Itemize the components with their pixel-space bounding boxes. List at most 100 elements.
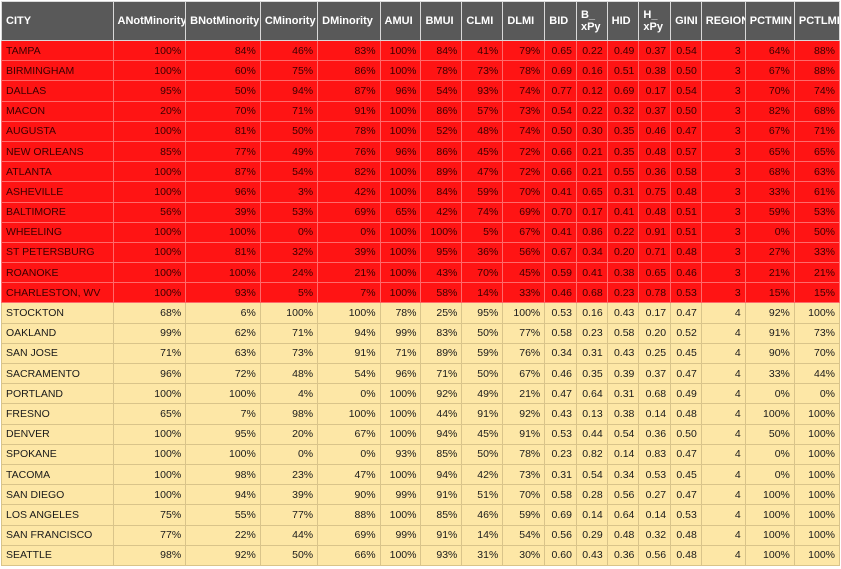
value-cell: 21% xyxy=(317,262,381,284)
value-cell: 0.57 xyxy=(670,140,702,163)
value-cell: 0.32 xyxy=(638,524,672,546)
value-cell: 48% xyxy=(461,120,504,142)
value-cell: 0.69 xyxy=(606,80,640,102)
value-cell: 0.27 xyxy=(638,484,672,506)
column-header: GINI xyxy=(670,1,702,41)
value-cell: 4 xyxy=(700,443,746,465)
value-cell: 0.41 xyxy=(544,221,577,243)
value-cell: 0.71 xyxy=(638,241,672,264)
value-cell: 4 xyxy=(700,383,746,405)
value-cell: 50% xyxy=(185,80,261,102)
value-cell: 0.52 xyxy=(670,322,702,344)
value-cell: 0.70 xyxy=(544,201,577,223)
value-cell: 0% xyxy=(259,443,319,465)
value-cell: 77% xyxy=(502,322,546,344)
value-cell: 0.21 xyxy=(575,140,608,163)
value-cell: 39% xyxy=(317,241,381,264)
value-cell: 0.35 xyxy=(606,120,640,142)
value-cell: 70% xyxy=(461,262,504,284)
value-cell: 0.47 xyxy=(544,383,577,405)
value-cell: 90% xyxy=(744,342,795,365)
value-cell: 53% xyxy=(259,201,319,223)
value-cell: 91% xyxy=(317,342,381,365)
value-cell: 0.46 xyxy=(670,262,702,284)
value-cell: 55% xyxy=(185,504,261,526)
value-cell: 92% xyxy=(744,302,795,324)
value-cell: 100% xyxy=(185,383,261,405)
value-cell: 23% xyxy=(259,463,319,486)
value-cell: 74% xyxy=(793,80,841,102)
value-cell: 14% xyxy=(461,524,504,546)
value-cell: 62% xyxy=(185,322,261,344)
value-cell: 100% xyxy=(502,302,546,324)
value-cell: 68% xyxy=(744,161,795,183)
column-header: REGION xyxy=(700,1,746,41)
value-cell: 3 xyxy=(700,221,746,243)
city-cell: CHARLESTON, WV xyxy=(1,282,114,304)
value-cell: 60% xyxy=(185,60,261,82)
value-cell: 0.68 xyxy=(638,383,672,405)
value-cell: 54% xyxy=(420,80,463,102)
value-cell: 50% xyxy=(461,322,504,344)
value-cell: 100% xyxy=(112,282,187,304)
table-row: DALLAS 95% 50% 94% 87% 96% 54% 93% 74% 0.77 0.12 0.… xyxy=(1,80,841,102)
value-cell: 75% xyxy=(112,504,187,526)
value-cell: 0.69 xyxy=(544,504,577,526)
value-cell: 56% xyxy=(112,201,187,223)
value-cell: 0.65 xyxy=(575,181,608,203)
city-cell: BALTIMORE xyxy=(1,201,114,223)
city-cell: FRESNO xyxy=(1,403,114,425)
value-cell: 0.20 xyxy=(638,322,672,344)
city-cell: PORTLAND xyxy=(1,383,114,405)
value-cell: 74% xyxy=(502,120,546,142)
value-cell: 0.51 xyxy=(670,201,702,223)
value-cell: 100% xyxy=(112,39,187,62)
value-cell: 43% xyxy=(420,262,463,284)
value-cell: 0.20 xyxy=(606,241,640,264)
table-row: TAMPA 100% 84% 46% 83% 100% 84% 41% 79% 0.65 0.22 0… xyxy=(1,39,841,62)
city-cell: ROANOKE xyxy=(1,262,114,284)
value-cell: 0.58 xyxy=(670,161,702,183)
value-cell: 57% xyxy=(461,100,504,122)
value-cell: 93% xyxy=(379,443,422,465)
value-cell: 77% xyxy=(185,140,261,163)
value-cell: 0.43 xyxy=(544,403,577,425)
value-cell: 0.36 xyxy=(606,544,640,566)
value-cell: 100% xyxy=(112,423,187,445)
value-cell: 100% xyxy=(793,463,841,486)
value-cell: 100% xyxy=(793,484,841,506)
table-row: ATLANTA 100% 87% 54% 82% 100% 89% 47% 72% 0.66 0.2… xyxy=(1,161,841,183)
column-header: B_ xPy xyxy=(575,1,608,41)
value-cell: 100% xyxy=(379,221,422,243)
value-cell: 4 xyxy=(700,504,746,526)
value-cell: 65% xyxy=(112,403,187,425)
value-cell: 100% xyxy=(112,181,187,203)
value-cell: 100% xyxy=(379,60,422,82)
value-cell: 0% xyxy=(744,221,795,243)
value-cell: 0.31 xyxy=(544,463,577,486)
value-cell: 0.38 xyxy=(606,403,640,425)
value-cell: 7% xyxy=(185,403,261,425)
value-cell: 50% xyxy=(793,221,841,243)
value-cell: 83% xyxy=(420,322,463,344)
value-cell: 100% xyxy=(793,443,841,465)
value-cell: 0.31 xyxy=(575,342,608,365)
value-cell: 0.64 xyxy=(606,504,640,526)
value-cell: 100% xyxy=(379,39,422,62)
value-cell: 71% xyxy=(259,322,319,344)
value-cell: 0.49 xyxy=(606,39,640,62)
value-cell: 88% xyxy=(793,60,841,82)
city-cell: SACRAMENTO xyxy=(1,362,114,385)
table-row: SACRAMENTO 96% 72% 48% 54% 96% 71% 50% 67% 0.46 0.… xyxy=(1,362,841,385)
value-cell: 69% xyxy=(317,524,381,546)
value-cell: 100% xyxy=(379,100,422,122)
value-cell: 91% xyxy=(420,484,463,506)
value-cell: 3 xyxy=(700,181,746,203)
value-cell: 0.47 xyxy=(670,120,702,142)
table-row: SAN JOSE 71% 63% 73% 91% 71% 89% 59% 76% 0.34 0.31… xyxy=(1,342,841,365)
value-cell: 0% xyxy=(259,221,319,243)
value-cell: 100% xyxy=(379,161,422,183)
value-cell: 3 xyxy=(700,241,746,264)
value-cell: 4 xyxy=(700,484,746,506)
value-cell: 3 xyxy=(700,201,746,223)
